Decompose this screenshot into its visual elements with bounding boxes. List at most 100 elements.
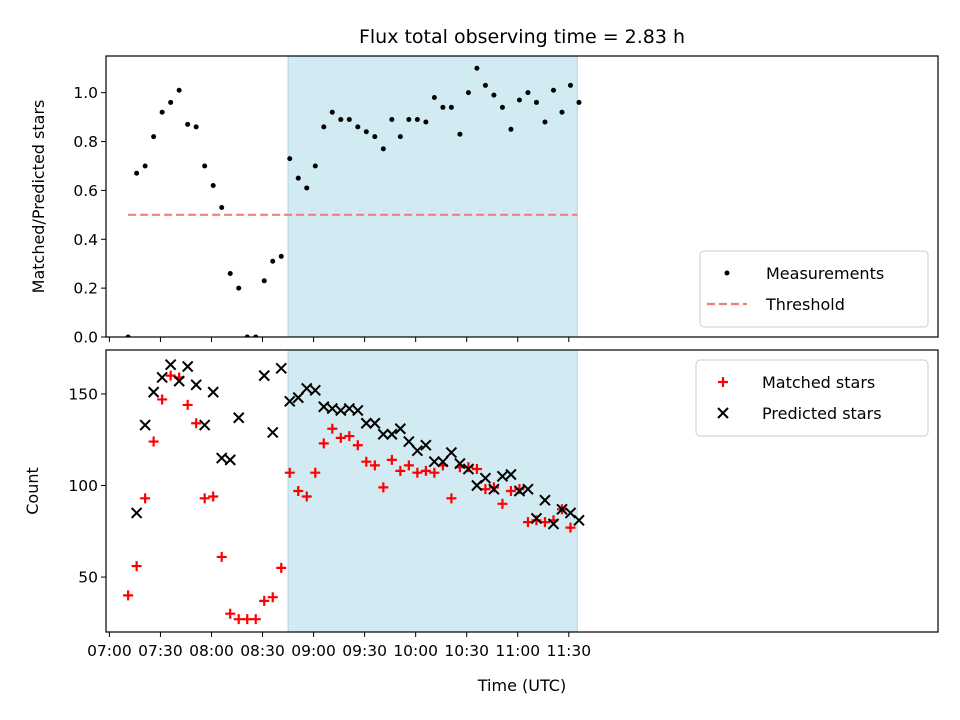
predicted-point	[522, 483, 534, 495]
y-tick-label: 150	[68, 385, 98, 403]
data-point	[253, 334, 259, 337]
series-matched-stars	[123, 370, 576, 625]
legend-label: Measurements	[766, 264, 884, 283]
predicted-point	[428, 455, 441, 468]
data-point	[151, 134, 157, 140]
predicted-point	[488, 483, 500, 495]
predicted-point	[377, 428, 390, 440]
matched-point	[301, 491, 312, 502]
legend-label: Matched stars	[762, 373, 875, 392]
y-tick-label: 1.0	[73, 84, 98, 102]
data-point	[142, 163, 148, 169]
data-point	[202, 163, 208, 169]
data-point	[423, 119, 429, 125]
data-point	[516, 97, 522, 103]
matched-point	[165, 370, 176, 381]
data-point	[397, 134, 403, 140]
data-point	[559, 109, 565, 115]
x-tick-label: 11:30	[546, 642, 591, 660]
matched-point	[531, 515, 542, 526]
x-axis-label: Time (UTC)	[477, 676, 566, 695]
chart-title: Flux total observing time = 2.83 h	[359, 26, 685, 48]
predicted-point	[309, 384, 321, 396]
predicted-point	[437, 455, 449, 468]
x-tick-label: 10:30	[444, 642, 489, 660]
data-point	[355, 124, 361, 130]
predicted-point	[233, 412, 245, 424]
predicted-point	[403, 435, 415, 448]
predicted-point	[190, 379, 202, 391]
x-tick-label: 09:00	[291, 642, 336, 660]
matched-point	[335, 432, 346, 443]
matched-point	[284, 467, 295, 478]
predicted-point	[198, 419, 211, 431]
matched-point	[420, 465, 431, 476]
matched-point	[233, 614, 244, 625]
data-point	[236, 285, 242, 291]
data-point	[389, 117, 395, 123]
matched-point	[225, 608, 236, 619]
observing-window	[287, 55, 578, 338]
data-point	[567, 82, 573, 88]
data-point	[261, 278, 267, 284]
matched-point	[199, 493, 210, 504]
y-tick-label: 0.2	[73, 280, 98, 298]
data-point	[193, 124, 199, 130]
data-point	[278, 253, 284, 259]
data-point	[525, 90, 531, 96]
legend-label: Threshold	[765, 295, 845, 314]
x-tick-label: 11:00	[495, 642, 540, 660]
matched-point	[276, 562, 287, 573]
predicted-point	[513, 485, 526, 497]
legend-box	[699, 250, 929, 328]
data-point	[270, 258, 276, 264]
legend-box	[695, 359, 929, 437]
matched-point	[216, 551, 227, 562]
axes-frame	[105, 55, 939, 338]
matched-point	[505, 486, 516, 496]
data-point	[227, 270, 233, 276]
data-point	[312, 163, 318, 169]
matched-point	[131, 561, 142, 572]
data-point	[287, 156, 293, 162]
predicted-point	[139, 419, 151, 431]
predicted-point	[267, 426, 279, 439]
matched-point	[522, 517, 533, 528]
y-axis-label: Matched/Predicted stars	[29, 100, 48, 294]
legend-marker	[724, 270, 730, 276]
legend: Matched stars Predicted stars	[695, 359, 929, 437]
matched-point	[344, 431, 355, 442]
predicted-point	[292, 391, 304, 404]
count-panel: 07:00 07:30 08:00 08:30 09:00 09:30 10:00 10:30…	[23, 349, 939, 660]
plot-area	[123, 358, 585, 625]
predicted-point	[505, 468, 517, 481]
data-point	[499, 104, 505, 110]
predicted-point	[539, 494, 551, 506]
y-tick-label: 0.4	[73, 231, 98, 249]
axes-frame	[105, 349, 939, 633]
matched-point	[446, 493, 457, 504]
data-point	[482, 82, 488, 88]
matched-point	[361, 456, 372, 467]
data-point	[448, 104, 454, 110]
matched-point	[148, 436, 159, 447]
matched-point	[471, 464, 482, 475]
matched-point	[140, 493, 151, 504]
predicted-point	[156, 371, 168, 384]
predicted-point	[352, 404, 364, 417]
predicted-point	[173, 375, 185, 387]
y-axis-label: Count	[23, 467, 42, 515]
matched-point	[429, 467, 440, 478]
data-point	[491, 92, 497, 98]
data-point	[185, 121, 191, 127]
plot-area	[125, 65, 582, 337]
matched-point	[514, 484, 525, 495]
predicted-point	[547, 518, 560, 530]
predicted-point	[130, 507, 143, 519]
matched-point	[386, 454, 397, 465]
matched-point	[182, 399, 193, 410]
data-point	[576, 99, 582, 105]
data-point	[134, 170, 140, 176]
data-point	[542, 119, 548, 125]
matched-point	[318, 438, 329, 449]
